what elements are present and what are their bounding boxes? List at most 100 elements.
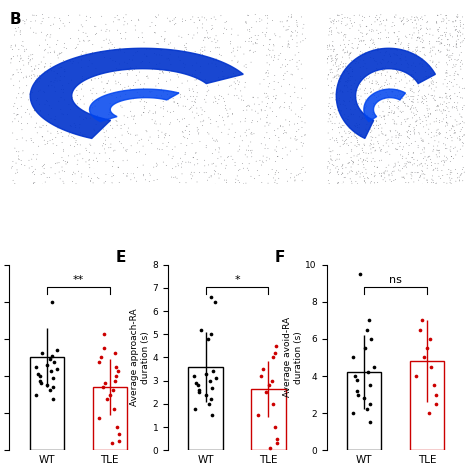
Point (103, 115, 110, 123)
Point (409, 88, 416, 95)
Point (294, 65, 302, 73)
Point (345, 51, 353, 59)
Point (80, 36, 87, 44)
Point (72, 180, 80, 188)
Point (337, 78, 345, 85)
Point (15, 152, 22, 160)
Point (32, 29, 40, 37)
Point (356, 150, 363, 158)
Point (454, 13, 462, 20)
Point (18, 119, 25, 127)
Point (270, 92, 277, 100)
Point (383, 167, 391, 175)
Point (270, 86, 278, 93)
Point (191, 48, 199, 55)
Point (325, 115, 333, 123)
Point (32, 363, 40, 371)
Point (385, 34, 392, 41)
Point (207, 173, 215, 181)
Point (165, 40, 173, 48)
Point (410, 178, 418, 186)
Point (405, 179, 412, 187)
Point (117, 102, 125, 109)
Point (271, 52, 279, 60)
Point (419, 55, 427, 63)
Point (329, 57, 337, 64)
Point (456, 63, 464, 70)
Point (179, 115, 186, 123)
Point (36, 86, 44, 94)
Point (367, 137, 375, 144)
Point (46, 33, 54, 41)
Point (246, 47, 254, 55)
Point (72, 139, 80, 146)
Point (446, 78, 454, 85)
Point (367, 335, 375, 343)
Point (138, 96, 146, 103)
Point (12, 41, 19, 49)
Point (359, 63, 367, 71)
Point (123, 146, 131, 154)
Point (335, 179, 342, 186)
Point (325, 110, 333, 118)
Point (57, 64, 64, 72)
Point (395, 130, 403, 138)
Point (256, 115, 264, 123)
Point (456, 58, 464, 66)
Point (341, 173, 349, 181)
Point (171, 21, 178, 28)
Point (26, 110, 33, 118)
Point (14, 168, 21, 176)
Point (164, 96, 172, 104)
Point (443, 19, 450, 27)
Point (435, 102, 442, 110)
Point (410, 29, 418, 36)
Point (333, 89, 341, 96)
Point (400, 163, 408, 171)
Point (345, 128, 353, 135)
Point (253, 18, 260, 26)
Point (420, 123, 428, 131)
Point (324, 71, 332, 79)
Point (394, 128, 401, 136)
Point (227, 40, 234, 48)
Point (342, 44, 349, 51)
Point (56, 49, 64, 57)
Point (395, 96, 403, 103)
Point (125, 124, 132, 132)
Point (31, 171, 38, 178)
Point (170, 173, 178, 181)
Point (261, 90, 268, 97)
Point (421, 153, 429, 161)
Point (170, 89, 178, 96)
Point (391, 102, 398, 109)
Point (78, 56, 85, 64)
Point (222, 162, 230, 169)
Point (117, 121, 125, 129)
Point (201, 162, 209, 170)
Point (336, 129, 343, 137)
Point (85, 173, 92, 180)
Point (73, 44, 81, 51)
Point (18, 94, 25, 101)
Point (447, 143, 455, 151)
Point (97, 354, 105, 361)
Point (369, 45, 377, 53)
Point (115, 430, 122, 438)
Point (428, 179, 436, 186)
Point (109, 172, 117, 180)
Point (346, 168, 354, 176)
Point (39, 181, 46, 188)
Point (127, 130, 135, 138)
Point (258, 179, 265, 186)
Point (348, 96, 356, 104)
Point (225, 153, 232, 161)
Point (325, 82, 332, 89)
Point (21, 162, 28, 169)
Point (221, 176, 228, 184)
Point (454, 70, 461, 78)
Point (154, 176, 161, 183)
Point (456, 83, 463, 91)
Point (14, 69, 22, 76)
Point (371, 46, 378, 54)
